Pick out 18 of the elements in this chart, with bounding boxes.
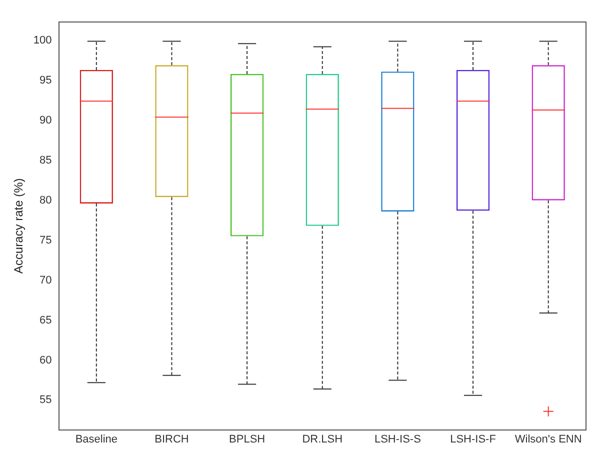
x-tick-label: BPLSH xyxy=(229,433,266,446)
x-tick-label: DR.LSH xyxy=(302,433,343,446)
x-tick-label: BIRCH xyxy=(154,433,189,446)
y-tick-label: 60 xyxy=(40,354,52,366)
y-tick-label: 90 xyxy=(40,114,52,126)
x-tick-label: Baseline xyxy=(75,433,118,446)
y-tick-label: 65 xyxy=(40,314,52,326)
x-tick-label: LSH-IS-F xyxy=(450,433,496,446)
x-tick-label: Wilson's ENN xyxy=(514,433,582,446)
x-tick-label: LSH-IS-S xyxy=(374,433,421,446)
y-axis-title: Accuracy rate (%) xyxy=(12,178,26,274)
y-tick-label: 95 xyxy=(40,74,52,86)
y-tick-label: 80 xyxy=(40,194,52,206)
y-tick-label: 100 xyxy=(33,34,52,46)
y-tick-label: 55 xyxy=(40,394,52,406)
y-tick-label: 70 xyxy=(40,274,52,286)
y-tick-label: 85 xyxy=(40,154,52,166)
y-tick-label: 75 xyxy=(40,234,52,246)
